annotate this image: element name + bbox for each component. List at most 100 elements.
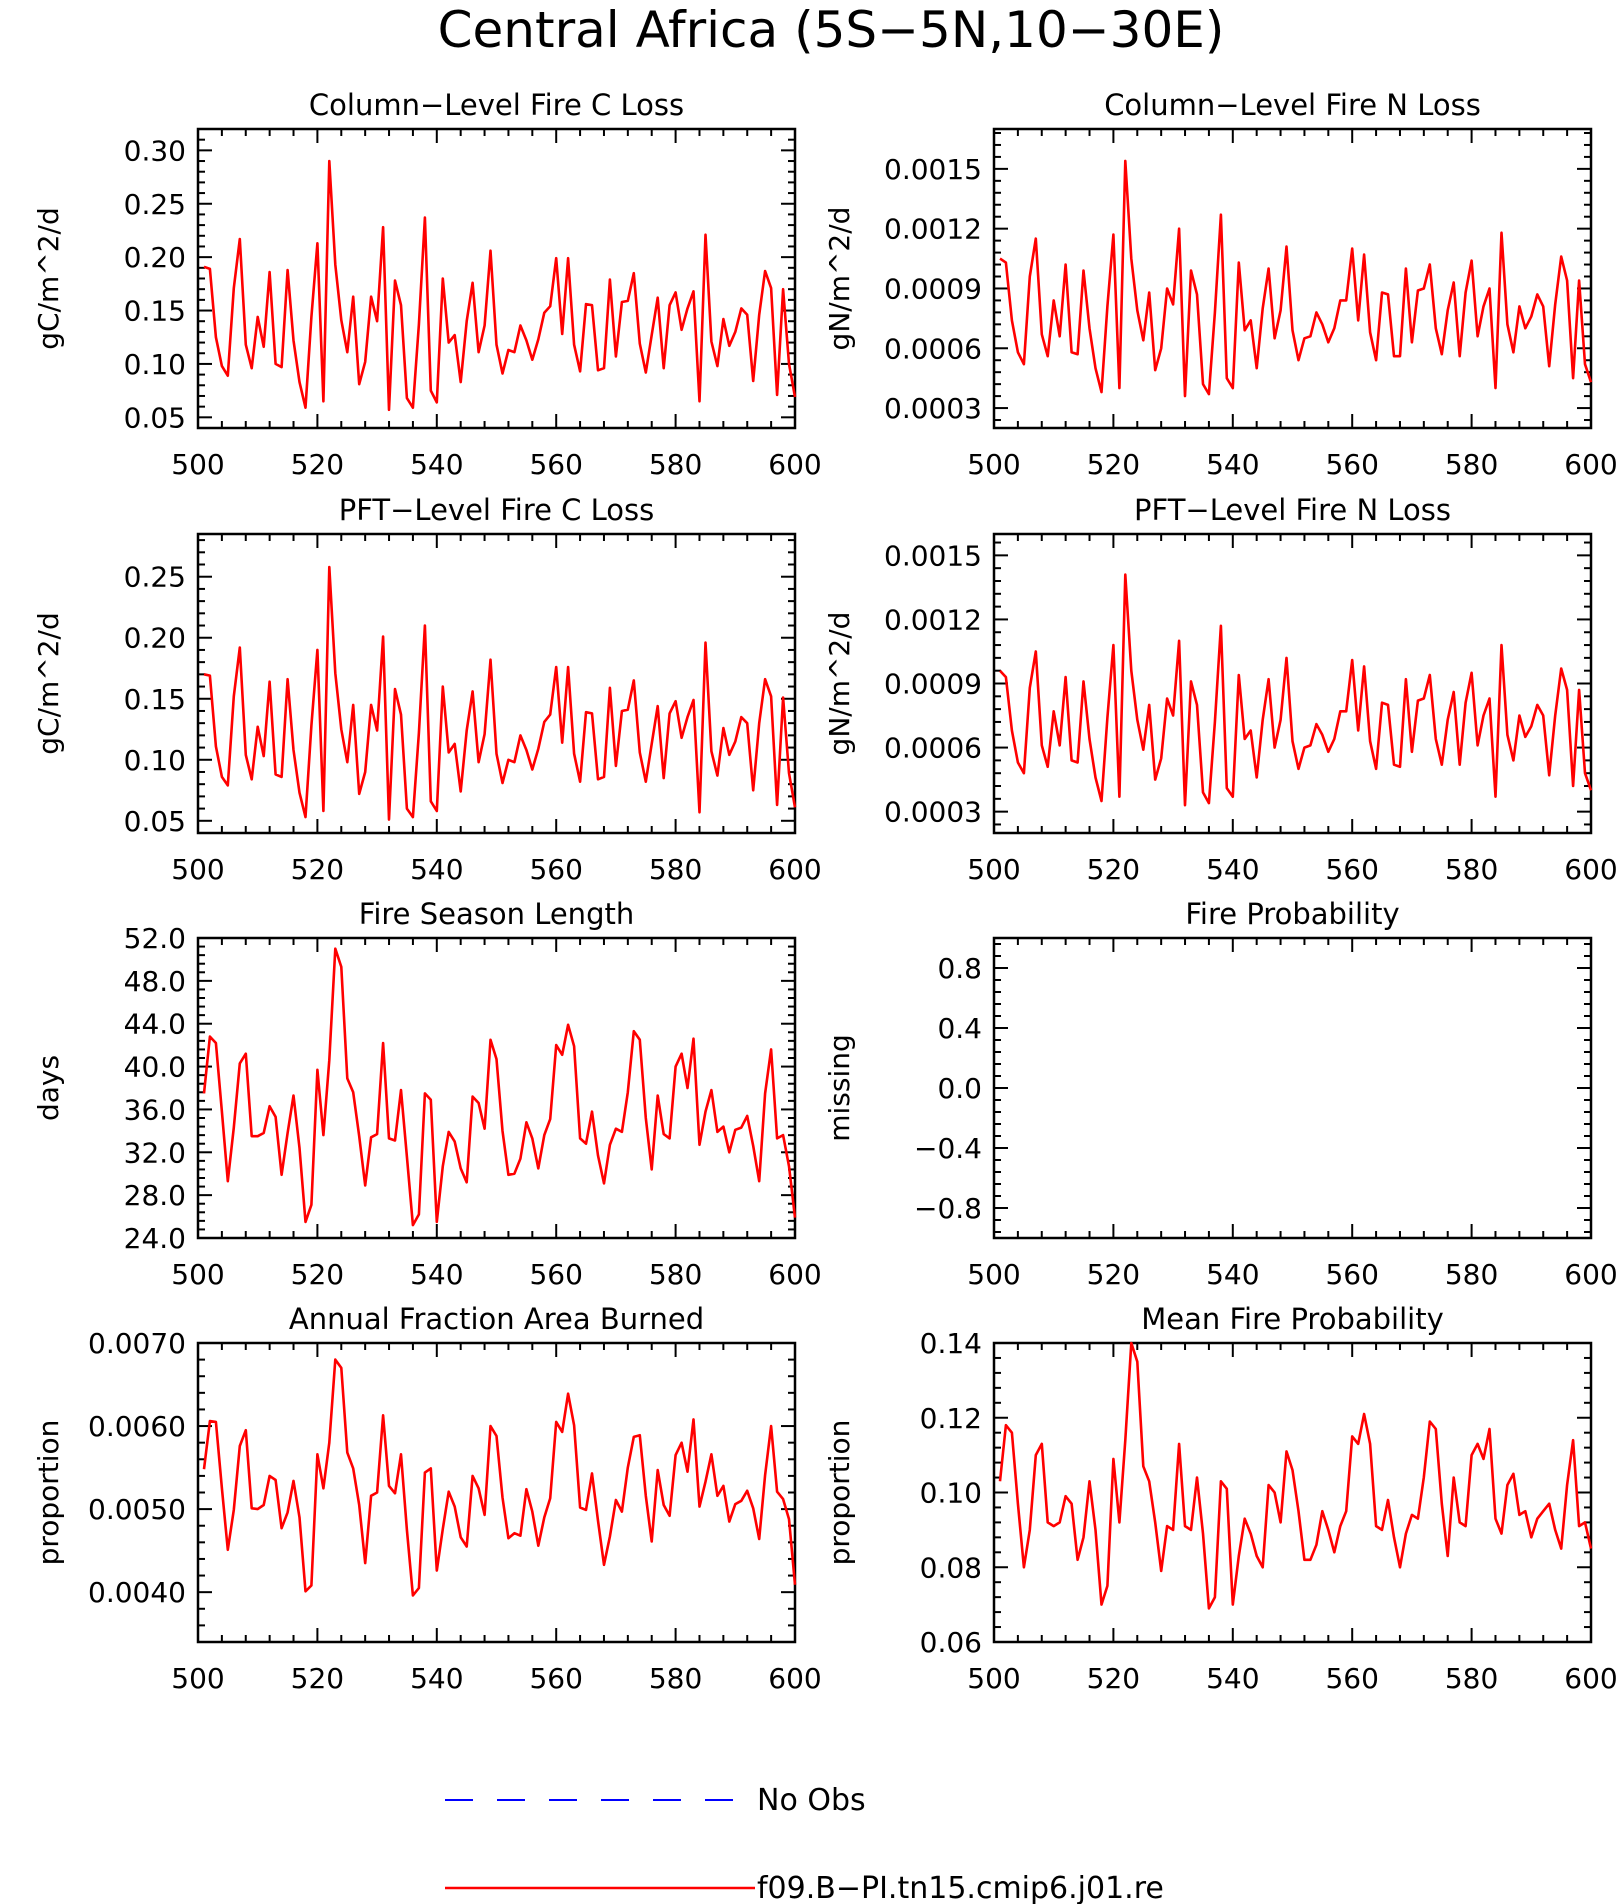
panel-title: Fire Season Length <box>359 897 634 931</box>
x-tick-label: 600 <box>768 1258 821 1291</box>
panel-title: Fire Probability <box>1185 897 1399 931</box>
y-tick-label: 0.15 <box>124 295 186 328</box>
y-tick-label: 0.0006 <box>884 332 982 365</box>
x-tick-label: 580 <box>649 853 702 886</box>
panel-column-level-fire-c-loss: Column−Level Fire C Loss gC/m^2/d 500 520 54… <box>32 88 822 481</box>
y-tick-label: 0.20 <box>124 241 186 274</box>
x-tick-label: 520 <box>1087 1258 1140 1291</box>
y-tick-label: 0.4 <box>937 1012 982 1045</box>
y-tick-label: 0.0 <box>937 1072 982 1105</box>
y-tick-label: 48.0 <box>124 965 186 998</box>
panel-title: Annual Fraction Area Burned <box>289 1302 704 1336</box>
x-tick-label: 500 <box>967 1258 1020 1291</box>
y-axis-label: days <box>32 1055 65 1121</box>
x-tick-label: 580 <box>1445 1662 1498 1695</box>
series-line-model <box>202 1358 797 1597</box>
y-axis-label: gN/m^2/d <box>823 207 856 351</box>
panel-pft-level-fire-n-loss: PFT−Level Fire N Loss gN/m^2/d 500 520 540 56… <box>823 493 1618 886</box>
x-tick-label: 500 <box>171 1258 224 1291</box>
panel-pft-level-fire-c-loss: PFT−Level Fire C Loss gC/m^2/d 500 520 540 56… <box>32 493 822 886</box>
legend: No Obs f09.B−PI.tn15.cmip6.j01.re <box>445 1783 1164 1904</box>
y-tick-label: 0.0009 <box>884 272 982 305</box>
panel-column-level-fire-n-loss: Column−Level Fire N Loss gN/m^2/d 500 520 54… <box>823 88 1618 481</box>
y-tick-label: 0.0003 <box>884 796 982 829</box>
panel-title: PFT−Level Fire C Loss <box>339 493 655 527</box>
x-tick-label: 540 <box>1206 853 1259 886</box>
panel-title: Column−Level Fire C Loss <box>309 88 684 122</box>
x-tick-label: 580 <box>649 1258 702 1291</box>
x-tick-label: 540 <box>1206 1258 1259 1291</box>
x-tick-label: 520 <box>1087 1662 1140 1695</box>
y-tick-label: 0.20 <box>124 622 186 655</box>
x-tick-label: 560 <box>529 1662 582 1695</box>
y-tick-label: 36.0 <box>124 1093 186 1126</box>
x-tick-label: 540 <box>410 1662 463 1695</box>
x-tick-label: 500 <box>967 1662 1020 1695</box>
x-tick-label: 600 <box>1564 1258 1617 1291</box>
x-tick-label: 560 <box>529 1258 582 1291</box>
x-tick-label: 500 <box>171 448 224 481</box>
x-tick-label: 540 <box>1206 1662 1259 1695</box>
x-tick-label: 540 <box>410 853 463 886</box>
y-tick-label: 0.0040 <box>88 1576 186 1609</box>
y-tick-label: −0.8 <box>914 1192 982 1225</box>
y-tick-label: 0.12 <box>920 1402 982 1435</box>
y-axis-label: gC/m^2/d <box>32 612 65 755</box>
x-tick-label: 560 <box>529 448 582 481</box>
x-tick-label: 560 <box>1325 853 1378 886</box>
y-axis-label: gC/m^2/d <box>32 207 65 350</box>
x-tick-label: 540 <box>410 448 463 481</box>
x-tick-label: 580 <box>649 1662 702 1695</box>
y-tick-label: 0.0070 <box>88 1327 186 1360</box>
y-tick-label: 0.06 <box>920 1626 982 1659</box>
x-tick-label: 520 <box>291 853 344 886</box>
x-tick-label: 600 <box>768 1662 821 1695</box>
x-tick-label: 500 <box>171 853 224 886</box>
x-tick-label: 500 <box>171 1662 224 1695</box>
y-tick-label: 0.08 <box>920 1551 982 1584</box>
plot-frame <box>196 532 797 835</box>
panel-annual-fraction-area-burned: Annual Fraction Area Burned proportion 500… <box>32 1302 822 1695</box>
x-tick-label: 600 <box>768 853 821 886</box>
series-line-model <box>203 159 797 412</box>
y-tick-label: 0.15 <box>124 683 186 716</box>
panels-group: Column−Level Fire C Loss gC/m^2/d 500 520 54… <box>32 88 1618 1695</box>
y-tick-label: 0.25 <box>124 188 186 221</box>
x-tick-label: 580 <box>1445 853 1498 886</box>
panel-fire-season-length: Fire Season Length days 500 520 540 560 580 600… <box>32 897 822 1291</box>
y-tick-label: 0.0012 <box>884 213 982 246</box>
y-axis-label: proportion <box>823 1420 856 1566</box>
figure-title: Central Africa (5S−5N,10−30E) <box>438 1 1225 59</box>
x-tick-label: 580 <box>1445 448 1498 481</box>
y-tick-label: 0.25 <box>124 561 186 594</box>
y-tick-label: 40.0 <box>124 1051 186 1084</box>
y-tick-label: 0.0012 <box>884 603 982 636</box>
y-axis-label: gN/m^2/d <box>823 612 856 756</box>
x-tick-label: 580 <box>649 448 702 481</box>
y-tick-label: 0.0009 <box>884 668 982 701</box>
x-tick-label: 520 <box>291 448 344 481</box>
x-tick-label: 520 <box>291 1258 344 1291</box>
y-tick-label: 0.0006 <box>884 732 982 765</box>
series-line-model <box>203 565 797 821</box>
x-tick-label: 600 <box>1564 853 1617 886</box>
x-tick-label: 580 <box>1445 1258 1498 1291</box>
legend-model-label: f09.B−PI.tn15.cmip6.j01.re <box>757 1871 1164 1904</box>
y-tick-label: 0.0050 <box>88 1493 186 1526</box>
y-tick-label: 0.10 <box>124 744 186 777</box>
x-tick-label: 540 <box>1206 448 1259 481</box>
panel-title: PFT−Level Fire N Loss <box>1134 493 1451 527</box>
x-tick-label: 600 <box>1564 1662 1617 1695</box>
y-tick-label: 0.8 <box>937 952 982 985</box>
x-tick-label: 560 <box>1325 448 1378 481</box>
x-tick-label: 520 <box>1087 448 1140 481</box>
x-tick-label: 600 <box>768 448 821 481</box>
x-tick-label: 520 <box>1087 853 1140 886</box>
x-tick-label: 500 <box>967 853 1020 886</box>
y-tick-label: 44.0 <box>124 1008 186 1041</box>
y-tick-label: 0.05 <box>124 401 186 434</box>
panel-title: Column−Level Fire N Loss <box>1104 88 1481 122</box>
x-tick-label: 560 <box>1325 1258 1378 1291</box>
